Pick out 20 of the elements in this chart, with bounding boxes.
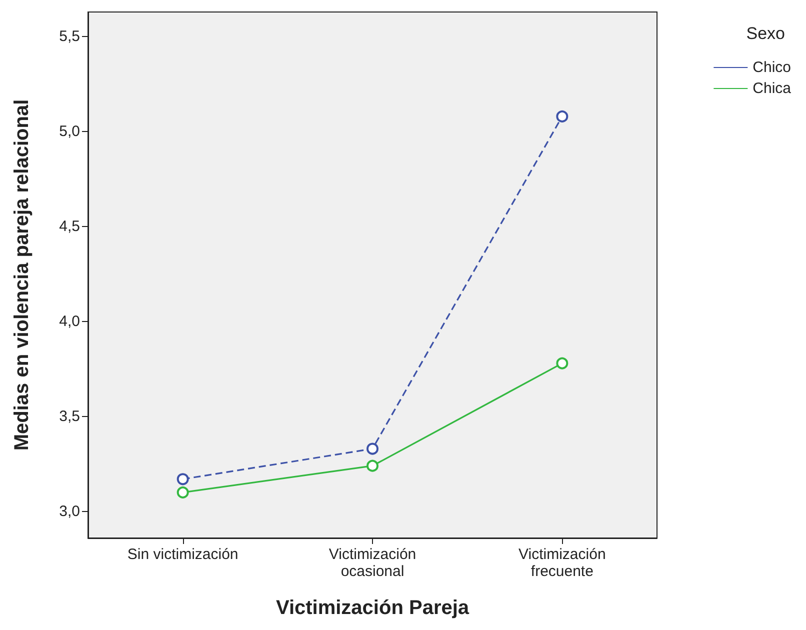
point [556, 357, 568, 370]
y-tick-label: 5,0 [59, 123, 80, 140]
y-tick-label: 3,5 [59, 408, 80, 425]
y-tick-label: 4,5 [59, 218, 80, 236]
legend-label: Chica [752, 80, 792, 97]
y-tick-label: 3,0 [59, 502, 80, 520]
y-axis-title: Medias en violencia pareja relacional [11, 99, 33, 451]
x-tick-label: Sin victimización [127, 546, 238, 563]
point [366, 442, 378, 455]
point [176, 473, 189, 486]
x-tick-label: Victimización frecuente [518, 546, 606, 580]
x-axis-title: Victimización Pareja [276, 597, 470, 619]
point [176, 486, 189, 498]
y-tick-label: 5,5 [59, 28, 80, 46]
y-tick-label: 4,0 [59, 313, 80, 330]
x-tick-label: Victimización ocasional [328, 546, 416, 580]
point [366, 460, 378, 472]
legend-label: Chico [752, 59, 792, 76]
legend-title: Sexo [746, 24, 785, 43]
point [556, 110, 568, 122]
